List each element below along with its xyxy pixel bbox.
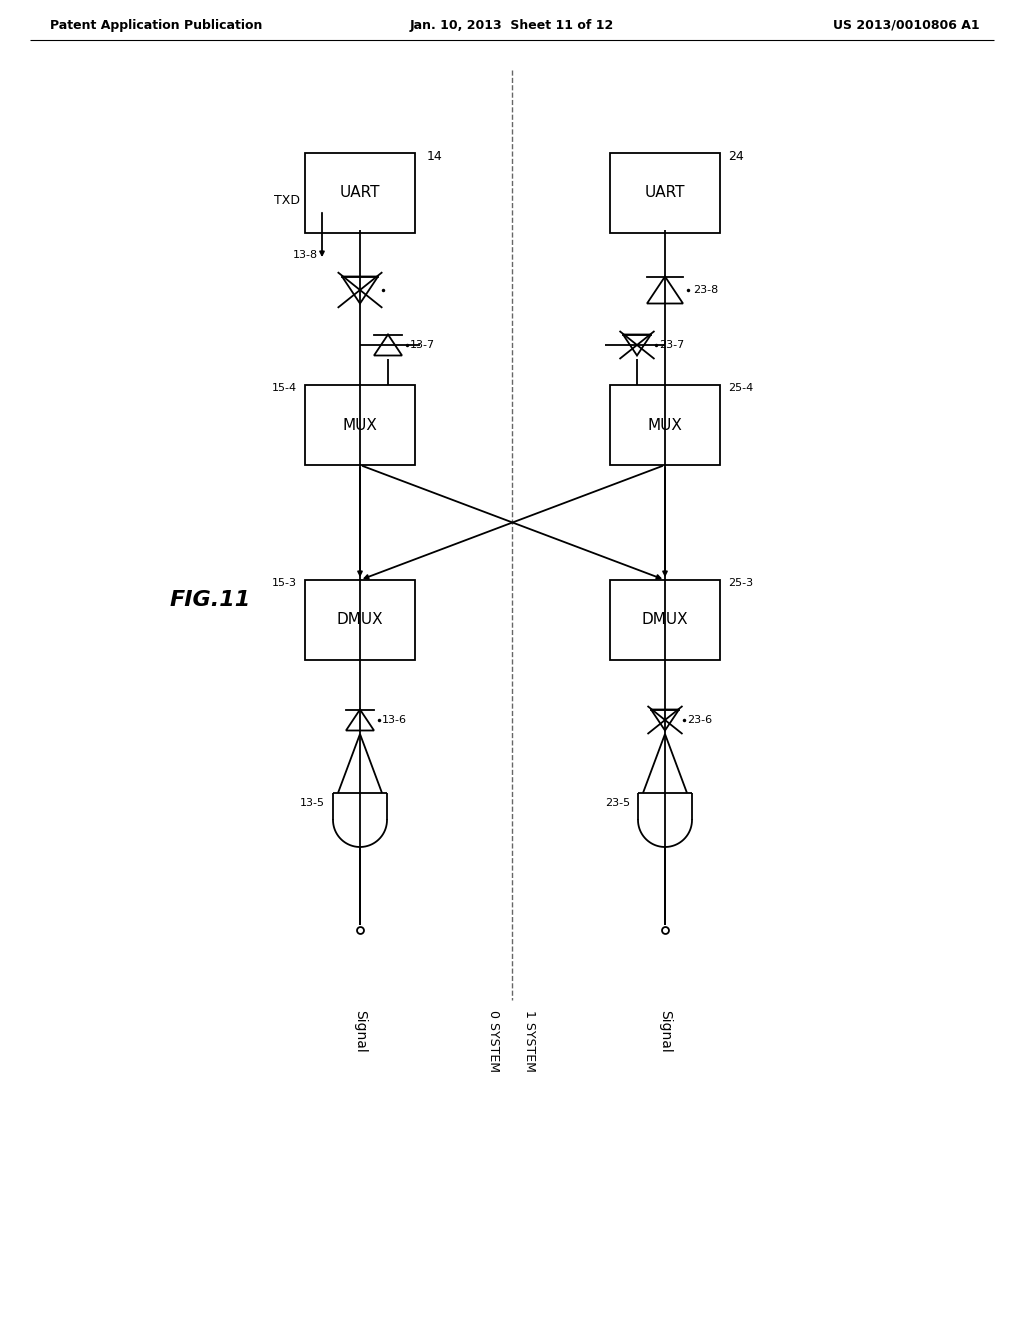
Text: 23-8: 23-8 (693, 285, 718, 294)
Text: Patent Application Publication: Patent Application Publication (50, 18, 262, 32)
Text: TXD: TXD (274, 194, 300, 206)
Text: 13-6: 13-6 (382, 715, 407, 725)
Text: 23-5: 23-5 (605, 799, 630, 808)
Text: 14: 14 (427, 150, 442, 162)
Text: 15-3: 15-3 (272, 578, 297, 587)
Text: 25-3: 25-3 (728, 578, 753, 587)
Text: DMUX: DMUX (337, 612, 383, 627)
Text: 0 SYSTEM: 0 SYSTEM (487, 1010, 501, 1072)
Text: US 2013/0010806 A1: US 2013/0010806 A1 (834, 18, 980, 32)
Bar (305, 579, 415, 660)
Text: FIG.11: FIG.11 (170, 590, 251, 610)
Bar (610, 385, 720, 465)
Text: DMUX: DMUX (642, 612, 688, 627)
Text: 23-7: 23-7 (659, 341, 684, 350)
Text: MUX: MUX (343, 417, 378, 433)
Bar (610, 153, 720, 232)
Text: 1 SYSTEM: 1 SYSTEM (523, 1010, 537, 1072)
Text: Jan. 10, 2013  Sheet 11 of 12: Jan. 10, 2013 Sheet 11 of 12 (410, 18, 614, 32)
Text: 13-5: 13-5 (300, 799, 325, 808)
Text: 13-7: 13-7 (410, 341, 435, 350)
Text: 13-8: 13-8 (293, 249, 318, 260)
Bar (305, 385, 415, 465)
Text: 15-4: 15-4 (272, 383, 297, 393)
Bar (610, 579, 720, 660)
Text: 24: 24 (728, 150, 743, 162)
Text: 23-6: 23-6 (687, 715, 712, 725)
Text: Signal: Signal (353, 1010, 367, 1053)
Text: MUX: MUX (647, 417, 682, 433)
Bar (305, 153, 415, 232)
Text: UART: UART (340, 185, 380, 201)
Text: 25-4: 25-4 (728, 383, 754, 393)
Text: UART: UART (645, 185, 685, 201)
Text: Signal: Signal (658, 1010, 672, 1053)
